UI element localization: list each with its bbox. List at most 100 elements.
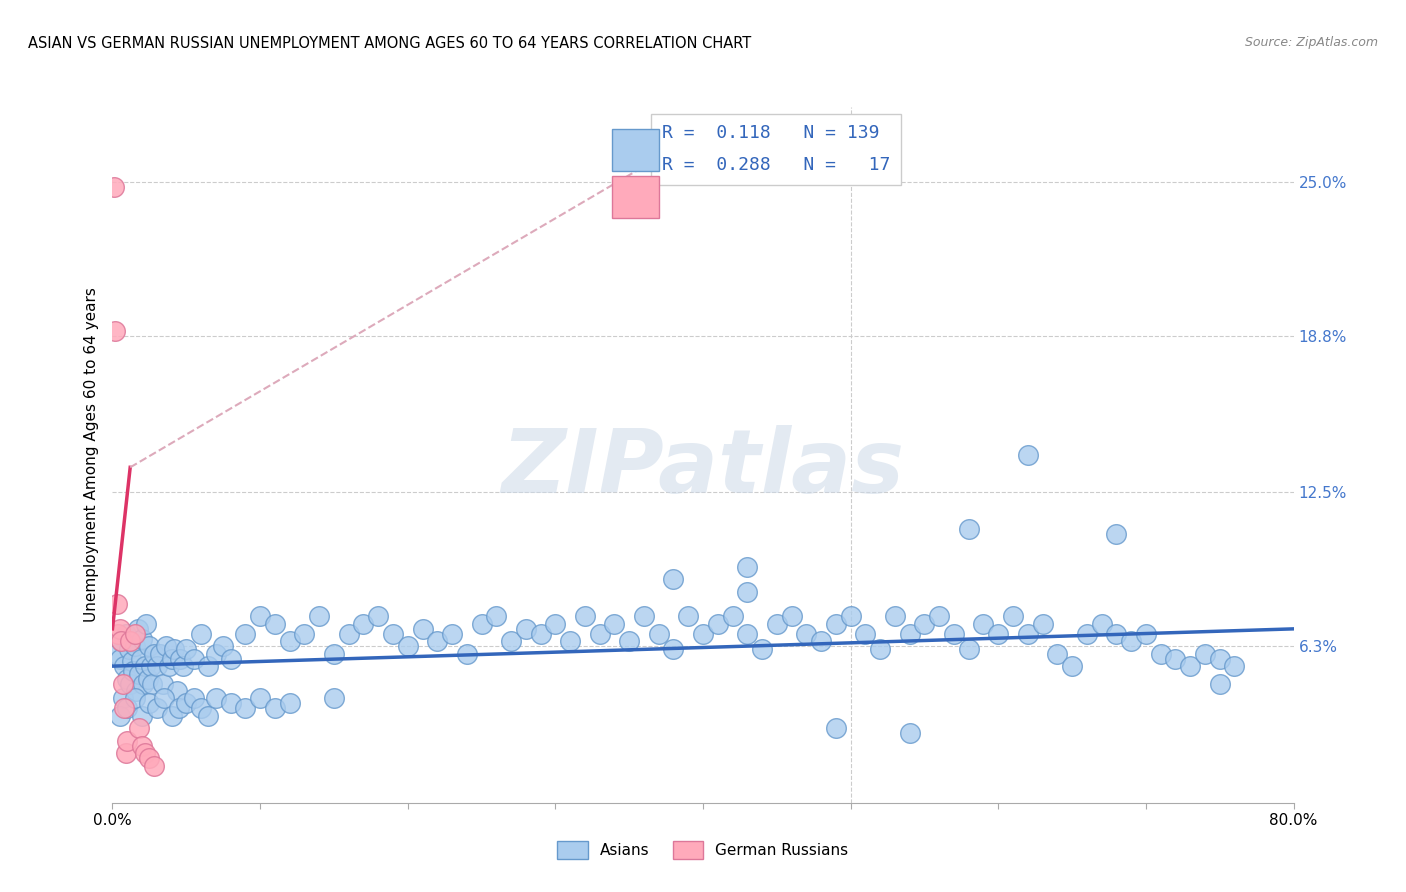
Legend: Asians, German Russians: Asians, German Russians (551, 835, 855, 864)
Point (111, 676, 134, 690)
Point (1223, 659, 1246, 673)
Point (135, 616, 157, 631)
Point (197, 708, 219, 723)
Point (796, 627, 818, 641)
Point (619, 634, 641, 648)
Point (485, 609, 508, 624)
Point (138, 639, 160, 653)
Point (183, 651, 205, 665)
Point (131, 739, 153, 753)
Text: R =  0.118   N = 139
R =  0.288   N =   17: R = 0.118 N = 139 R = 0.288 N = 17 (662, 124, 890, 175)
Point (129, 651, 152, 665)
Point (139, 659, 162, 673)
Point (1105, 527, 1128, 541)
Point (588, 627, 610, 641)
Point (142, 758, 165, 772)
Point (124, 691, 146, 706)
Point (737, 627, 759, 641)
Point (308, 609, 330, 624)
Point (824, 616, 846, 631)
FancyBboxPatch shape (612, 129, 659, 171)
Point (124, 627, 146, 641)
Point (382, 627, 405, 641)
Point (153, 691, 176, 706)
Point (411, 622, 433, 636)
Point (987, 627, 1010, 641)
Point (105, 597, 128, 611)
Point (205, 691, 228, 706)
Point (112, 659, 135, 673)
Point (957, 641, 980, 656)
Point (396, 639, 419, 653)
Point (169, 651, 191, 665)
Point (1001, 609, 1024, 624)
Point (662, 572, 685, 586)
Point (501, 634, 523, 648)
Point (219, 697, 242, 711)
Point (278, 634, 301, 648)
Point (166, 684, 188, 698)
Point (117, 672, 138, 686)
Point (737, 559, 759, 574)
Point (160, 708, 183, 723)
Point (1135, 627, 1157, 641)
Point (1062, 659, 1084, 673)
Point (142, 647, 165, 661)
Point (456, 647, 478, 661)
Point (190, 627, 212, 641)
Point (1150, 647, 1173, 661)
Point (810, 634, 832, 648)
Point (152, 676, 174, 690)
Point (138, 751, 160, 765)
Point (647, 627, 671, 641)
Point (898, 627, 921, 641)
Point (737, 584, 759, 599)
Point (131, 632, 153, 646)
Point (157, 659, 180, 673)
Point (515, 622, 537, 636)
Point (128, 721, 150, 735)
Point (128, 666, 150, 681)
Text: Source: ZipAtlas.com: Source: ZipAtlas.com (1244, 36, 1378, 49)
Point (197, 659, 219, 673)
Point (108, 622, 131, 636)
Point (1105, 627, 1128, 641)
Point (163, 641, 186, 656)
Point (110, 634, 132, 648)
Point (544, 616, 567, 631)
Point (110, 634, 132, 648)
Point (1194, 647, 1216, 661)
Point (884, 609, 907, 624)
Point (1208, 651, 1232, 665)
Point (1164, 651, 1187, 665)
Point (898, 726, 921, 740)
Point (124, 639, 146, 653)
FancyBboxPatch shape (612, 176, 659, 218)
Point (125, 684, 148, 698)
Point (120, 634, 142, 648)
Point (323, 691, 346, 706)
Point (839, 609, 862, 624)
Point (122, 664, 145, 678)
Point (121, 654, 143, 668)
Point (118, 641, 141, 656)
Point (174, 697, 197, 711)
Point (470, 616, 494, 631)
Point (824, 721, 846, 735)
Point (105, 647, 128, 661)
Point (127, 622, 149, 636)
Point (120, 676, 142, 690)
Point (292, 627, 315, 641)
Point (1178, 659, 1201, 673)
Point (721, 609, 744, 624)
Point (264, 616, 287, 631)
Point (942, 627, 965, 641)
Point (633, 609, 655, 624)
Point (337, 627, 360, 641)
Point (278, 697, 301, 711)
Point (780, 609, 803, 624)
Y-axis label: Unemployment Among Ages 60 to 64 years: Unemployment Among Ages 60 to 64 years (84, 287, 100, 623)
Point (172, 659, 194, 673)
Point (132, 676, 155, 690)
Point (219, 651, 242, 665)
